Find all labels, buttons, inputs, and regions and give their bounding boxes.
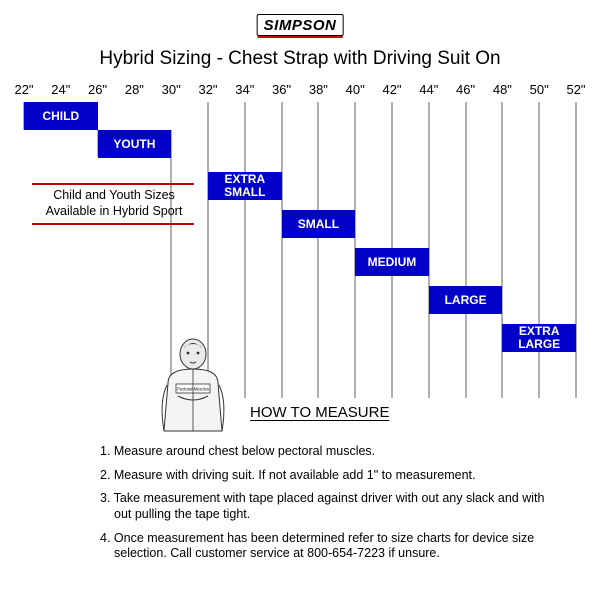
size-box: EXTRA LARGE [502,324,576,352]
instructions-list: 1. Measure around chest below pectoral m… [100,444,560,570]
howto-title: HOW TO MEASURE [250,404,389,421]
axis-tick-label: 52" [566,82,585,97]
brand-logo: SIMPSON [257,14,344,36]
instruction-item: 3. Take measurement with tape placed aga… [100,491,560,522]
size-box: LARGE [429,286,503,314]
size-box: MEDIUM [355,248,429,276]
size-box: CHILD [24,102,98,130]
axis-tick-label: 34" [235,82,254,97]
axis-tick-label: 24" [51,82,70,97]
size-box: YOUTH [98,130,172,158]
gridline [538,102,540,398]
gridline [465,102,467,398]
gridline [575,102,577,398]
gridline [281,102,283,398]
axis-tick-label: 50" [530,82,549,97]
axis-tick-label: 36" [272,82,291,97]
instruction-item: 4. Once measurement has been determined … [100,531,560,562]
axis-tick-label: 28" [125,82,144,97]
axis-tick-label: 40" [346,82,365,97]
axis-tick-label: 44" [419,82,438,97]
instruction-item: 1. Measure around chest below pectoral m… [100,444,560,460]
axis-tick-label: 22" [14,82,33,97]
axis-tick-label: 42" [382,82,401,97]
axis-tick-label: 32" [198,82,217,97]
gridline [317,102,319,398]
axis-tick-label: 30" [162,82,181,97]
measure-figure: Pectoral Muscles [148,338,238,438]
axis-tick-label: 26" [88,82,107,97]
brand-logo-text: SIMPSON [257,14,344,36]
page-title: Hybrid Sizing - Chest Strap with Driving… [0,48,600,70]
instruction-item: 2. Measure with driving suit. If not ava… [100,468,560,484]
axis-tick-label: 46" [456,82,475,97]
note-underline-top [32,183,194,185]
size-box: SMALL [282,210,356,238]
note-underline-bottom [32,223,194,225]
gridline [501,102,503,398]
axis-tick-label: 48" [493,82,512,97]
child-youth-note: Child and Youth Sizes Available in Hybri… [34,188,194,219]
size-box: EXTRA SMALL [208,172,282,200]
gridline [244,102,246,398]
axis-tick-label: 38" [309,82,328,97]
sizing-chart: 22"24"26"28"30"32"34"36"38"40"42"44"46"4… [24,82,576,382]
